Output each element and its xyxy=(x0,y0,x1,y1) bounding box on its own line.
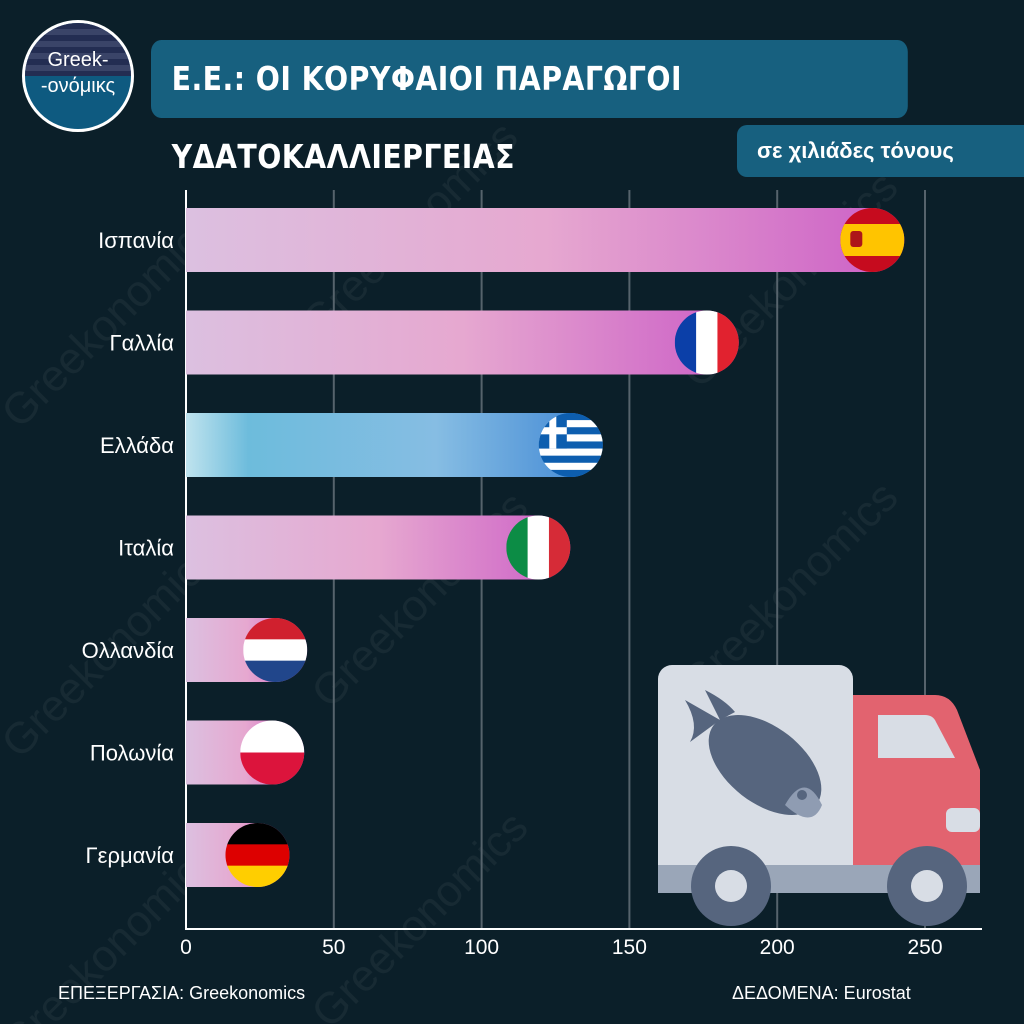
logo: Greek- -ονόμικς xyxy=(22,20,134,132)
bar-group: Ολλανδία xyxy=(82,618,308,682)
flag-stripe xyxy=(243,639,308,662)
flag-stripe xyxy=(538,413,603,421)
flag-spain-icon xyxy=(840,208,905,272)
watermark-text: Greekonomics xyxy=(302,802,537,1024)
flag-emblem xyxy=(850,231,863,247)
flag-stripe xyxy=(243,618,308,640)
flag-stripe xyxy=(538,448,603,456)
chart-subtitle: σε χιλιάδες τόνους xyxy=(737,125,1024,177)
flag-stripe xyxy=(840,224,905,256)
flag-stripe xyxy=(696,310,718,375)
category-label: Γερμανία xyxy=(86,843,175,868)
flag-stripe xyxy=(538,455,603,464)
flag-stripe xyxy=(225,823,290,845)
x-tick-label: 50 xyxy=(322,936,345,959)
category-label: Ιταλία xyxy=(118,536,174,561)
category-label: Γαλλία xyxy=(110,331,175,356)
flag-greece-icon xyxy=(538,413,603,477)
bar-group: Γαλλία xyxy=(110,310,739,375)
flag-stripe xyxy=(548,515,571,580)
greek-flag-stripes xyxy=(25,23,131,76)
flag-stripe xyxy=(538,441,603,449)
flag-stripe xyxy=(243,660,308,682)
x-tick-label: 100 xyxy=(464,936,499,959)
category-label: Πολωνία xyxy=(90,741,174,766)
flag-stripe xyxy=(527,515,550,580)
x-tick-label: 0 xyxy=(180,936,192,959)
bar-group: Γερμανία xyxy=(86,823,290,887)
fish-truck-illustration xyxy=(658,665,980,926)
flag-cross xyxy=(549,413,557,449)
flag-netherlands-icon xyxy=(243,618,308,682)
bar-group: Ελλάδα xyxy=(100,413,603,477)
flag-stripe xyxy=(717,310,739,375)
bar-group: Πολωνία xyxy=(90,720,305,785)
flag-stripe xyxy=(674,310,697,375)
category-label: Ισπανία xyxy=(98,228,174,253)
flag-poland-icon xyxy=(240,720,305,785)
bar-group: Ιταλία xyxy=(118,515,571,580)
flag-stripe xyxy=(538,434,603,442)
bar-italy xyxy=(186,515,571,580)
footer-source: ΔΕΔΟΜΕΝΑ: Eurostat xyxy=(732,983,911,1003)
flag-italy-icon xyxy=(506,515,571,580)
logo-line1: Greek- xyxy=(47,49,109,71)
bar-france xyxy=(186,310,739,375)
bar-group: Ισπανία xyxy=(98,208,905,272)
flag-stripe xyxy=(538,469,603,477)
x-tick-label: 250 xyxy=(907,936,942,959)
bar-spain xyxy=(186,208,905,272)
flag-stripe xyxy=(225,844,290,867)
x-tick-label: 150 xyxy=(612,936,647,959)
flag-stripe xyxy=(538,427,603,435)
chart-title: Ε.Ε.: ΟΙ ΚΟΡΥΦΑΙΟΙ ΠΑΡΑΓΩΓΟΙ ΥΔΑΤΟΚΑΛΛΙΕ… xyxy=(151,40,908,176)
flag-stripe xyxy=(225,865,290,887)
footer-credit: ΕΠΕΞΕΡΓΑΣΙΑ: Greekonomics xyxy=(58,983,306,1003)
logo-line2: -ονόμικς xyxy=(40,75,116,97)
x-tick-label: 200 xyxy=(760,936,795,959)
category-label: Ολλανδία xyxy=(82,638,175,663)
flag-stripe xyxy=(506,515,529,580)
flag-stripe xyxy=(538,420,603,428)
flag-germany-icon xyxy=(225,823,290,887)
flag-france-icon xyxy=(674,310,739,375)
category-label: Ελλάδα xyxy=(100,433,174,458)
bar-greece xyxy=(186,413,603,477)
flag-stripe xyxy=(538,462,603,471)
